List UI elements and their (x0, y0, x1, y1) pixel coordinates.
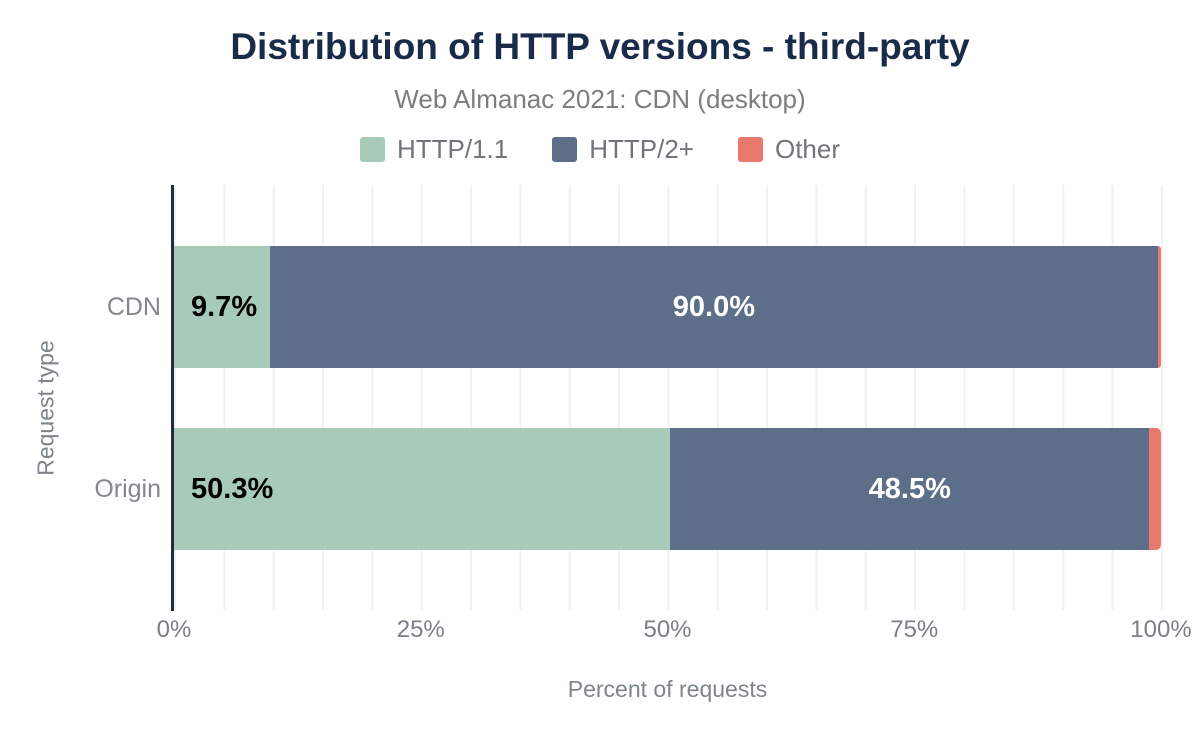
bar-segment-cdn-http-2[interactable]: 90.0% (269, 246, 1159, 368)
bar-origin: 50.3% 48.5% (174, 428, 1161, 550)
legend: HTTP/1.1 HTTP/2+ Other (0, 134, 1200, 165)
legend-item-http-2: HTTP/2+ (552, 134, 694, 165)
data-label: 90.0% (672, 290, 755, 323)
chart-subtitle: Web Almanac 2021: CDN (desktop) (394, 84, 806, 114)
y-axis-line (171, 185, 174, 611)
legend-label: Other (774, 134, 841, 164)
x-tick-100: 100% (1130, 616, 1192, 643)
data-label: 9.7% (191, 290, 258, 323)
bar-cdn: 9.7% 90.0% (174, 246, 1161, 368)
bar-segment-origin-http-1-1[interactable]: 50.3% (174, 428, 671, 550)
x-tick-25: 25% (396, 616, 445, 643)
legend-label: HTTP/2+ (589, 134, 694, 164)
legend-swatch-icon (737, 137, 763, 162)
x-axis-title: Percent of requests (567, 676, 768, 702)
legend-item-other: Other (737, 134, 841, 165)
chart-title: Distribution of HTTP versions - third-pa… (230, 26, 970, 67)
bar-segment-origin-other[interactable] (1149, 428, 1161, 550)
legend-label: HTTP/1.1 (396, 134, 509, 164)
x-axis-ticks: 0% 25% 50% 75% 100% (157, 616, 1192, 646)
legend-swatch-icon (359, 137, 385, 162)
x-tick-75: 75% (890, 616, 939, 643)
data-label: 48.5% (868, 472, 951, 505)
bar-segment-origin-http-2[interactable]: 48.5% (670, 428, 1150, 550)
bar-segment-cdn-other[interactable] (1158, 246, 1161, 368)
plot-area: 9.7% 90.0% 50.3% 48.5% (174, 185, 1163, 610)
y-axis-title: Request type (32, 340, 59, 476)
legend-item-http-1-1: HTTP/1.1 (359, 134, 509, 165)
x-tick-50: 50% (643, 616, 692, 643)
data-label: 50.3% (191, 472, 274, 505)
y-tick-origin: Origin (94, 475, 161, 503)
y-tick-cdn: CDN (106, 293, 161, 321)
bar-segment-cdn-http-1-1[interactable]: 9.7% (174, 246, 270, 368)
legend-swatch-icon (552, 137, 578, 162)
x-tick-0: 0% (156, 616, 192, 643)
